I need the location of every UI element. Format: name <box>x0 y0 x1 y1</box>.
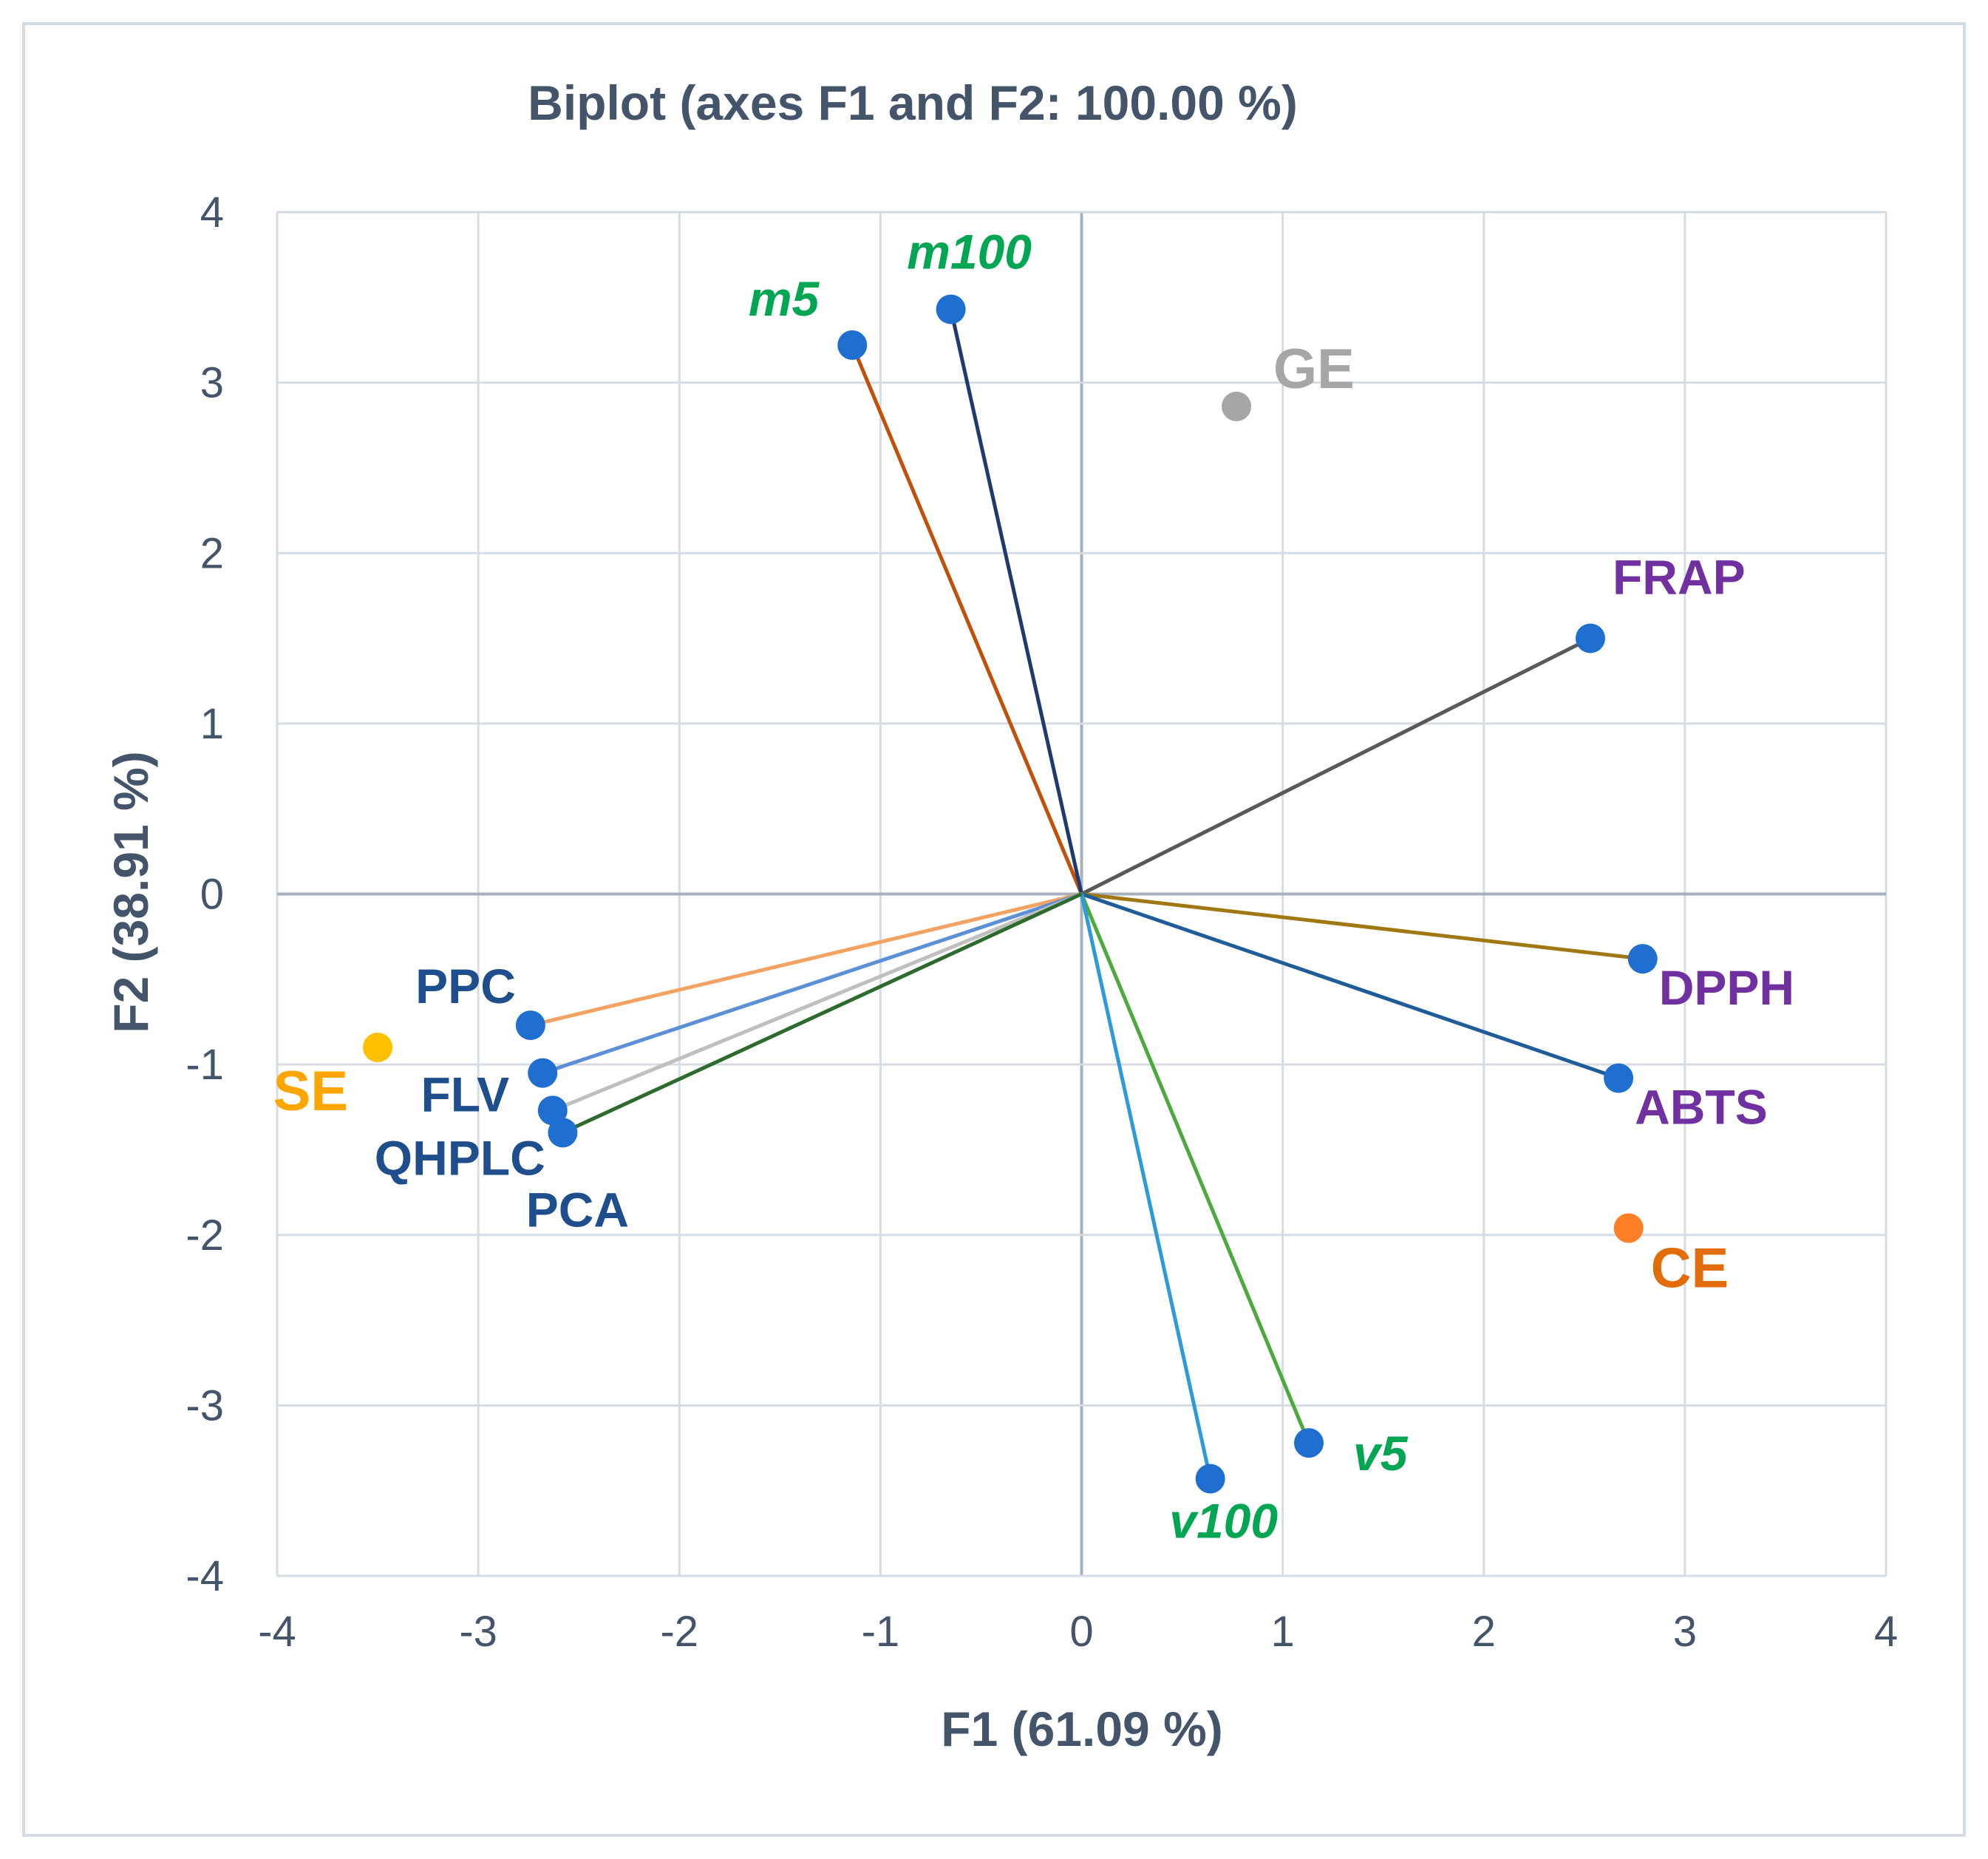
chart-title: Biplot (axes F1 and F2: 100.00 %) <box>528 75 1298 130</box>
y-tick-label: -3 <box>185 1381 224 1430</box>
y-tick-label: 1 <box>200 700 224 748</box>
label-v5: v5 <box>1353 1426 1409 1481</box>
label-qhplc: QHPLC <box>375 1130 545 1185</box>
vector-abts <box>1080 892 1619 1080</box>
vector-flv <box>542 892 1083 1075</box>
y-tick-label: -4 <box>185 1552 224 1600</box>
point-flv <box>528 1058 558 1088</box>
x-tick-label: -1 <box>862 1608 900 1656</box>
point-v5 <box>1294 1428 1324 1458</box>
label-frap: FRAP <box>1613 550 1746 605</box>
vector-v5 <box>1080 893 1311 1444</box>
vector-frap <box>1080 636 1592 896</box>
vector-m5 <box>850 344 1083 895</box>
label-abts: ABTS <box>1635 1080 1768 1135</box>
vector-dpph <box>1081 892 1644 961</box>
label-flv: FLV <box>421 1067 509 1122</box>
label-se: SE <box>273 1060 348 1123</box>
point-m100 <box>936 294 966 324</box>
point-pca <box>548 1118 578 1148</box>
label-m5: m5 <box>749 271 820 326</box>
point-se <box>363 1033 393 1063</box>
vector-v100 <box>1080 893 1213 1480</box>
y-axis-title: F2 (38.91 %) <box>103 751 158 1033</box>
x-tick-label: -2 <box>660 1608 698 1656</box>
point-ge <box>1222 391 1252 421</box>
label-ppc: PPC <box>415 959 516 1013</box>
y-tick-label: 0 <box>200 871 224 919</box>
label-ce: CE <box>1651 1237 1729 1300</box>
points <box>363 294 1658 1494</box>
point-qhplc <box>537 1095 568 1126</box>
y-tick-label: -1 <box>185 1041 224 1089</box>
point-dpph <box>1627 944 1658 974</box>
point-v100 <box>1195 1464 1225 1494</box>
label-dpph: DPPH <box>1659 960 1794 1015</box>
x-tick-label: -4 <box>258 1608 296 1656</box>
x-tick-label: -3 <box>459 1608 497 1656</box>
label-ge: GE <box>1273 338 1355 401</box>
x-tick-label: 4 <box>1874 1608 1898 1656</box>
y-tick-label: 4 <box>200 188 224 237</box>
y-tick-label: -2 <box>185 1211 224 1260</box>
y-tick-label: 2 <box>200 529 224 577</box>
y-tick-label: 3 <box>200 359 224 407</box>
x-tick-label: 2 <box>1472 1608 1496 1656</box>
vector-ppc <box>530 892 1083 1027</box>
x-tick-label: 3 <box>1673 1608 1697 1656</box>
vector-pca <box>562 892 1083 1135</box>
label-v100: v100 <box>1169 1494 1278 1549</box>
vector-qhplc <box>551 892 1083 1112</box>
point-abts <box>1604 1063 1634 1093</box>
x-axis-title: F1 (61.09 %) <box>941 1702 1223 1756</box>
x-tick-label: 0 <box>1069 1608 1093 1656</box>
point-ppc <box>515 1010 545 1041</box>
tick-labels: -4 -3 -2 -1 0 1 2 3 4 -4 -3 -2 -1 0 1 2 3 4 <box>185 188 1898 1656</box>
x-tick-label: 1 <box>1270 1608 1294 1656</box>
point-m5 <box>837 330 868 360</box>
point-ce <box>1613 1213 1644 1243</box>
label-pca: PCA <box>526 1182 629 1237</box>
point-frap <box>1575 623 1605 653</box>
loading-vectors <box>530 308 1644 1480</box>
vector-m100 <box>949 308 1083 895</box>
label-m100: m100 <box>907 224 1032 279</box>
